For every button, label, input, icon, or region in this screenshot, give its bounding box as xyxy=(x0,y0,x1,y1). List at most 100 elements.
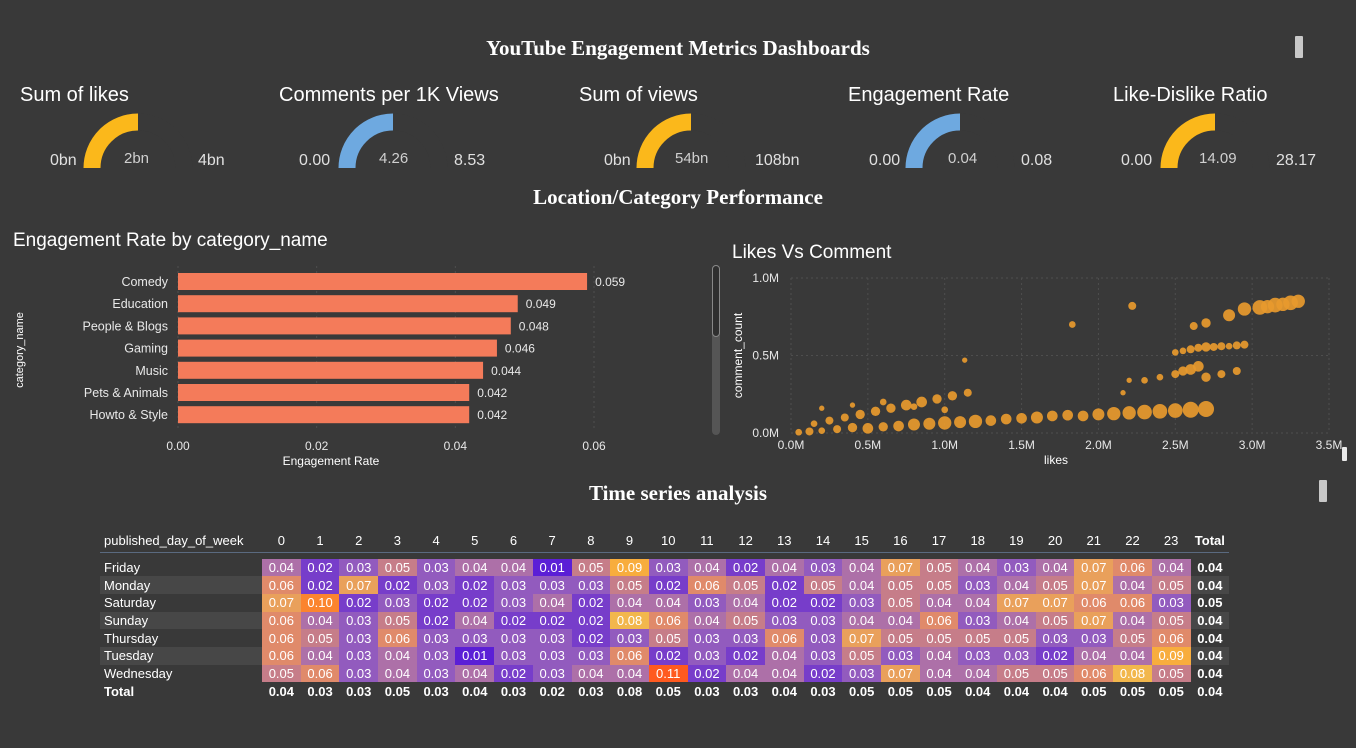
heatmap-header-row: published_day_of_week 0 1 2 3 4 5 6 7 8 9 10 11 12 13 1… xyxy=(100,528,1230,553)
heatmap-cell: 0.07 xyxy=(1074,611,1114,630)
scatter-point xyxy=(1137,404,1152,420)
heatmap-column-header[interactable]: 0 xyxy=(277,532,285,548)
heatmap-column-header[interactable]: 16 xyxy=(893,532,908,548)
bar-y-axis-title: category_name xyxy=(14,312,26,388)
scatter-point xyxy=(947,391,958,401)
heatmap-column-total: 0.02 xyxy=(539,683,565,699)
scroll-handle-top[interactable] xyxy=(1295,36,1303,58)
heatmap-cell: 0.02 xyxy=(416,593,456,612)
heatmap-column-header[interactable]: 5 xyxy=(471,532,479,548)
heatmap-column-header[interactable]: 21 xyxy=(1086,532,1102,548)
heatmap-cell: 0.03 xyxy=(416,629,456,647)
heatmap-total-header[interactable]: Total xyxy=(1194,532,1225,548)
scatter-point xyxy=(847,422,858,433)
chart-scrollbar-track[interactable] xyxy=(712,265,720,435)
scatter-point xyxy=(907,418,920,431)
heatmap-cell: 0.04 xyxy=(1074,646,1114,665)
heatmap-column-header[interactable]: 18 xyxy=(970,532,985,548)
heatmap-column-header[interactable]: 1 xyxy=(316,532,324,548)
heatmap-row-header[interactable]: published_day_of_week xyxy=(104,532,244,548)
heatmap-cell: 0.03 xyxy=(687,646,727,665)
bar-data-label: 0.049 xyxy=(526,297,556,311)
heatmap-column-header[interactable]: 10 xyxy=(660,532,676,548)
heatmap-cell: 0.03 xyxy=(687,593,727,612)
scatter-point xyxy=(886,403,896,413)
heatmap-column-header[interactable]: 20 xyxy=(1047,532,1063,548)
heatmap-cell: 0.05 xyxy=(610,576,649,594)
scatter-x-tick-label: 0.0M xyxy=(778,438,805,452)
scatter-x-tick-label: 1.5M xyxy=(1008,438,1035,452)
heatmap-cell: 0.03 xyxy=(1035,629,1075,647)
heatmap-cell: 0.06 xyxy=(1074,593,1114,612)
heatmap-row-label: Tuesday xyxy=(100,646,262,665)
heatmap-column-header[interactable]: 17 xyxy=(931,532,947,548)
heatmap-cell: 0.03 xyxy=(416,646,456,665)
scatter-y-axis-title: comment_count xyxy=(731,312,745,398)
heatmap-column-header[interactable]: 4 xyxy=(432,532,440,548)
heatmap-column-header[interactable]: 23 xyxy=(1163,532,1179,548)
heatmap-cell: 0.02 xyxy=(339,593,379,612)
bar-category-label: Howto & Style xyxy=(89,408,168,422)
heatmap-column-header[interactable]: 3 xyxy=(393,532,402,548)
heatmap-row: Thursday 0.06 0.05 0.03 0.06 0.03 0.03 0.03 0.03… xyxy=(100,629,1229,647)
heatmap-cell: 0.05 xyxy=(803,576,843,594)
heatmap-column-total: 0.05 xyxy=(1081,683,1107,699)
bar-category-label: Music xyxy=(135,364,168,378)
heatmap-column-total: 0.03 xyxy=(307,683,333,699)
bar-category-label: People & Blogs xyxy=(83,319,168,333)
scatter-point xyxy=(1068,321,1076,328)
heatmap-cell: 0.06 xyxy=(262,646,301,665)
heatmap-column-header[interactable]: 12 xyxy=(738,532,753,548)
heatmap-column-header[interactable]: 6 xyxy=(509,532,518,548)
heatmap-column-header[interactable]: 19 xyxy=(1009,532,1024,548)
heatmap-cell: 0.03 xyxy=(532,664,572,683)
heatmap-cell: 0.03 xyxy=(1074,629,1114,647)
heatmap-column-header[interactable]: 8 xyxy=(587,532,595,548)
scatter-point xyxy=(1077,410,1089,422)
heatmap-cell: 0.06 xyxy=(1074,664,1114,683)
scroll-handle-right[interactable] xyxy=(1342,447,1347,461)
heatmap-column-header[interactable]: 7 xyxy=(548,532,556,548)
scatter-point xyxy=(1128,301,1137,310)
heatmap-cell: 0.01 xyxy=(455,646,495,665)
heatmap-row: Sunday 0.06 0.04 0.03 0.05 0.02 0.04 0.02 0.02 0.… xyxy=(100,611,1230,630)
heatmap-cell: 0.03 xyxy=(339,611,379,630)
heatmap-cell: 0.03 xyxy=(339,558,379,577)
heatmap-cell: 0.04 xyxy=(919,646,959,665)
heatmap-column-total: 0.03 xyxy=(346,683,372,699)
heatmap-column-total: 0.03 xyxy=(423,683,449,699)
heatmap-cell: 0.03 xyxy=(494,576,533,594)
heatmap-cell: 0.04 xyxy=(300,611,340,630)
heatmap-column-header[interactable]: 2 xyxy=(355,532,363,548)
heatmap-column-total: 0.04 xyxy=(771,683,797,699)
scatter-point xyxy=(938,416,952,430)
kpi-gauge: Comments per 1K Views 0.00 4.26 8.53 xyxy=(279,80,509,180)
scatter-x-tick-label: 1.0M xyxy=(931,438,958,452)
scatter-point xyxy=(833,425,842,434)
chart-scrollbar-thumb[interactable] xyxy=(712,265,720,337)
heatmap-column-header[interactable]: 15 xyxy=(854,532,869,548)
heatmap-cell: 0.04 xyxy=(378,664,417,683)
heatmap-cell: 0.04 xyxy=(687,611,727,630)
heatmap-column-header[interactable]: 13 xyxy=(777,532,792,548)
heatmap-column-header[interactable]: 9 xyxy=(625,532,634,548)
heatmap-cell: 0.04 xyxy=(997,611,1036,630)
heatmap-total-row: Total 0.04 0.03 0.03 0.05 0.03 0.04 0.03 0.02 0.0… xyxy=(100,682,1229,700)
heatmap-cell: 0.03 xyxy=(648,558,688,577)
heatmap-column-header[interactable]: 11 xyxy=(700,532,714,548)
scatter-point xyxy=(1156,373,1164,381)
gauge-fill xyxy=(83,113,139,169)
heatmap-row-total: 0.04 xyxy=(1197,665,1223,681)
scatter-point xyxy=(968,414,983,429)
heatmap-row-label: Thursday xyxy=(104,630,159,646)
heatmap-cell: 0.08 xyxy=(1113,664,1152,683)
heatmap-matrix: published_day_of_week 0 1 2 3 4 5 6 7 8 9 10 11 12 13 1… xyxy=(100,528,1230,700)
heatmap-column-header[interactable]: 22 xyxy=(1125,532,1140,548)
heatmap-cell: 0.04 xyxy=(997,576,1036,594)
heatmap-cell: 0.07 xyxy=(262,593,301,612)
heatmap-column-total: 0.04 xyxy=(1003,683,1030,699)
scroll-handle-timeseries[interactable] xyxy=(1319,480,1327,502)
scatter-point xyxy=(1167,403,1183,418)
heatmap-column-header[interactable]: 14 xyxy=(815,532,831,548)
bar-data-label: 0.059 xyxy=(595,275,625,289)
